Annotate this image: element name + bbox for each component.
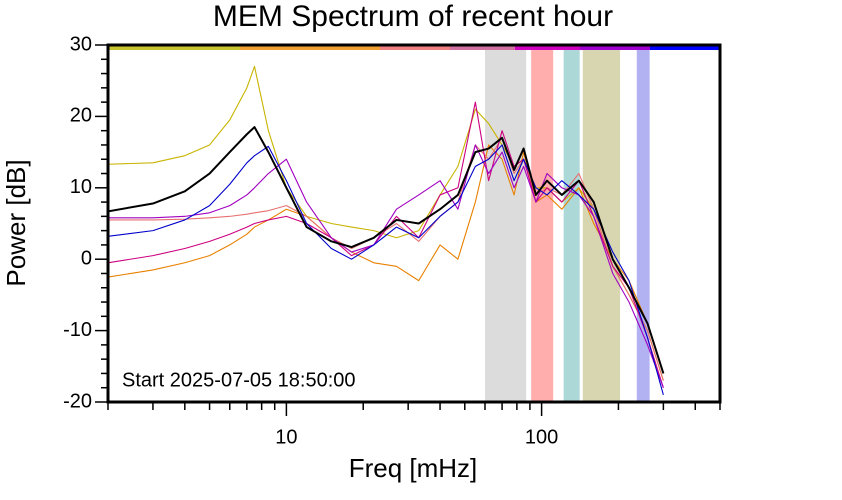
series-line — [108, 126, 665, 374]
y-tick-label: 0 — [81, 247, 92, 269]
top-color-strip — [108, 45, 720, 50]
band — [636, 45, 650, 402]
chart-title: MEM Spectrum of recent hour — [213, 0, 613, 33]
strip-segment — [450, 45, 515, 50]
series-line — [108, 101, 664, 388]
series-line — [108, 137, 664, 381]
x-tick-label: 10 — [275, 426, 297, 448]
x-tick-label: 100 — [525, 426, 558, 448]
y-tick-label: -10 — [63, 319, 92, 341]
series-line — [108, 144, 664, 374]
y-tick-label: -20 — [63, 390, 92, 412]
axes: -20 -10 0 10 20 30 10 100 — [63, 33, 721, 448]
strip-segment — [515, 45, 580, 50]
strip-segment — [240, 45, 380, 50]
y-tick-label: 10 — [70, 176, 92, 198]
annotation: Start 2025-07-05 18:50:00 — [122, 369, 356, 391]
band — [531, 45, 554, 402]
lines — [108, 65, 665, 396]
bands — [484, 45, 650, 402]
x-axis-label: Freq [mHz] — [349, 453, 478, 483]
strip-segment — [108, 45, 240, 50]
y-tick-label: 30 — [70, 33, 92, 55]
band — [484, 45, 527, 402]
y-axis-label: Power [dB] — [1, 159, 31, 286]
series-line — [108, 144, 664, 396]
strip-segment — [650, 45, 720, 50]
plot-frame — [106, 43, 722, 404]
band — [563, 45, 580, 402]
series-line — [108, 65, 664, 381]
y-tick-label: 20 — [70, 105, 92, 127]
strip-segment — [380, 45, 450, 50]
strip-segment — [580, 45, 650, 50]
